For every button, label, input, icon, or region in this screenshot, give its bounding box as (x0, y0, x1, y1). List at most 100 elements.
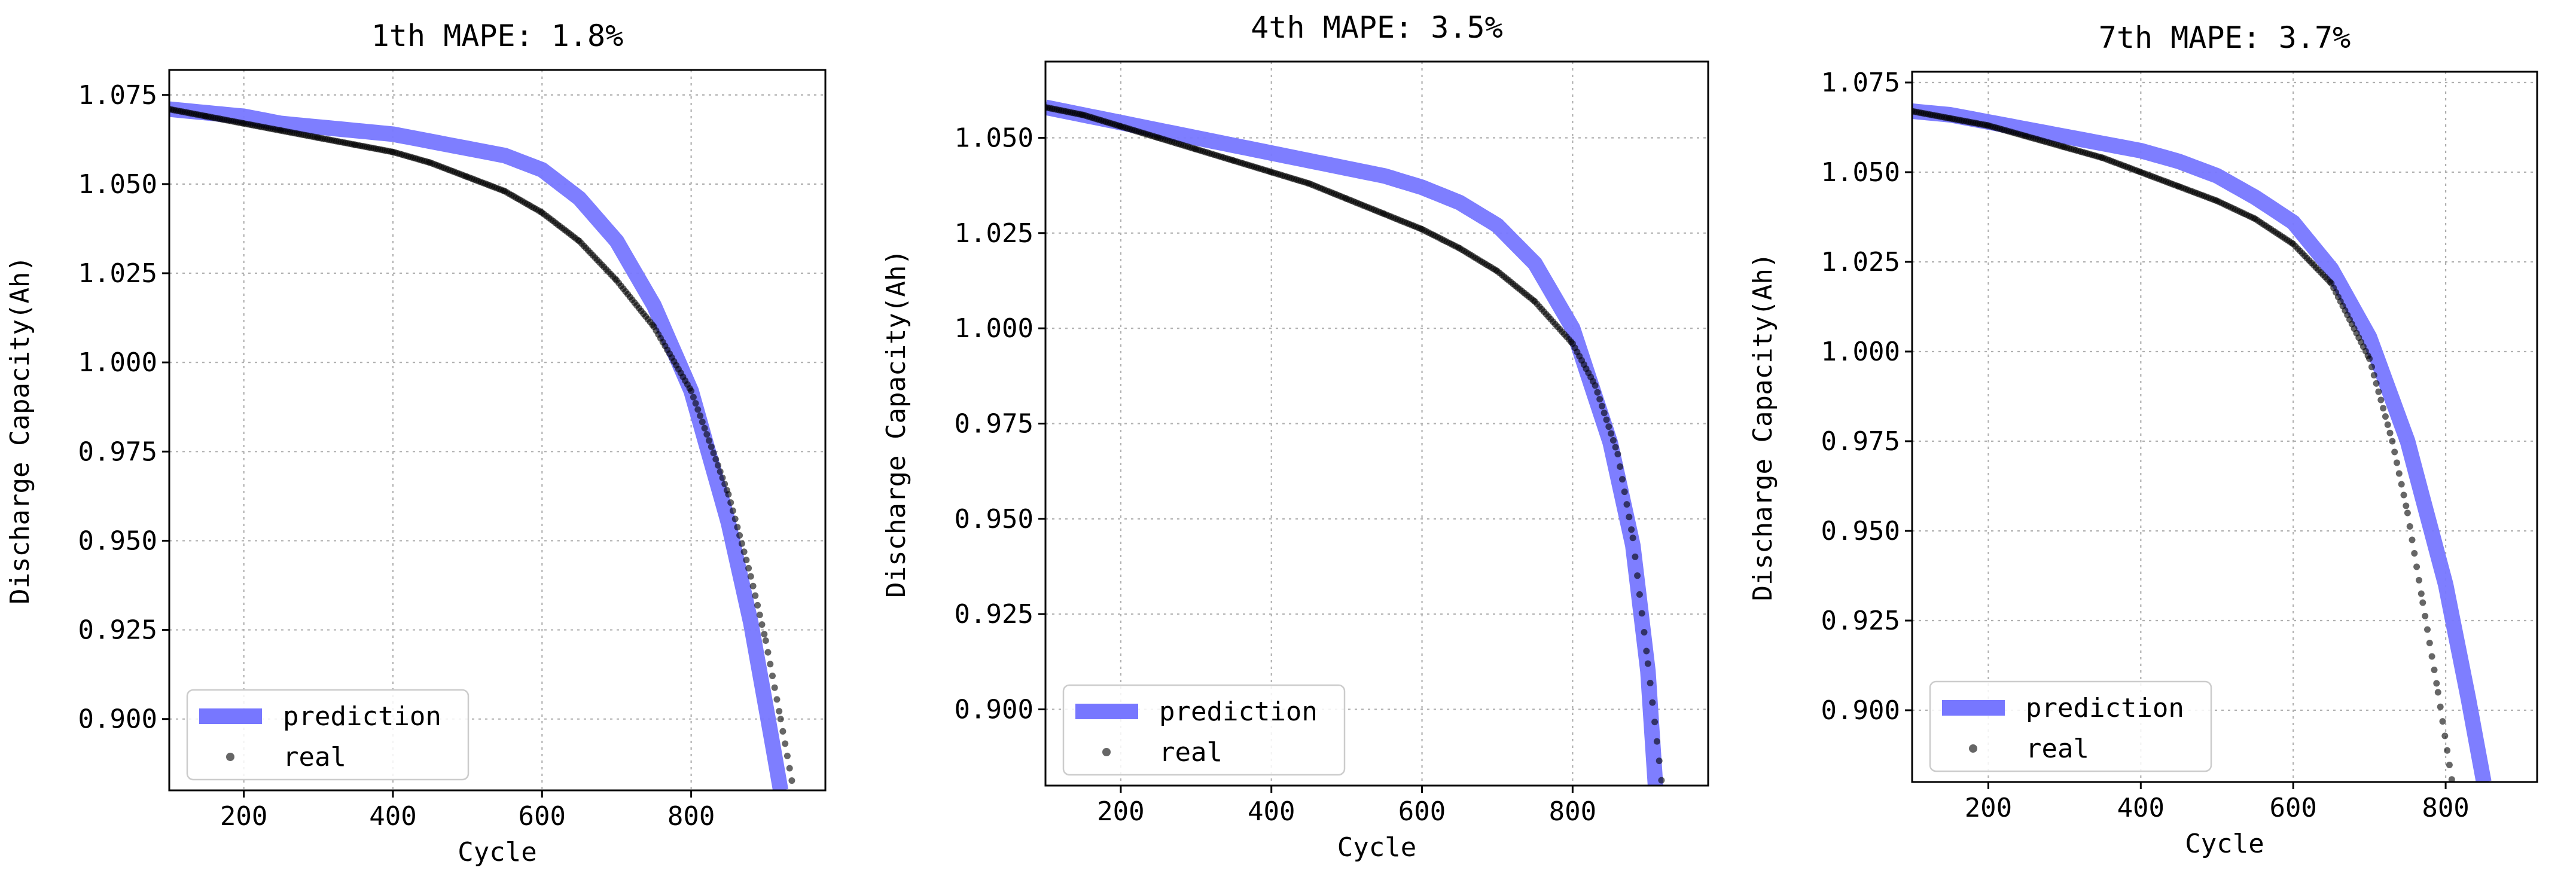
data-point (2395, 470, 2403, 477)
data-point (1638, 610, 1645, 617)
data-point (2375, 388, 2382, 395)
x-tick-label: 400 (369, 801, 416, 832)
data-point (1647, 680, 1654, 686)
data-point (743, 557, 750, 564)
y-tick-label: 1.075 (78, 80, 157, 111)
data-point (767, 661, 774, 668)
data-point (2426, 640, 2433, 646)
y-tick-label: 0.975 (78, 436, 157, 467)
x-axis-label: Cycle (2185, 829, 2264, 859)
data-point (699, 418, 706, 426)
legend-prediction-label: prediction (2026, 693, 2184, 723)
legend-real-swatch (226, 753, 234, 761)
data-point (731, 515, 739, 523)
x-tick-label: 200 (220, 801, 267, 832)
data-point (2377, 396, 2385, 404)
series-prediction-line (1045, 99, 1663, 786)
data-point (2446, 762, 2453, 768)
data-point (2394, 459, 2400, 466)
data-point (725, 491, 732, 498)
data-point (1594, 389, 1601, 396)
legend-prediction-label: prediction (1159, 697, 1318, 727)
chart-panel-3: 200 400 600 800 0.900 0.925 0.950 0.975 1.000 1.0… (1748, 20, 2538, 859)
y-tick-label: 1.050 (78, 169, 157, 200)
data-point (2404, 509, 2411, 517)
data-point (1608, 430, 1615, 437)
y-tick-label: 1.025 (955, 218, 1034, 249)
x-tick-label: 800 (1549, 796, 1596, 827)
data-point (2366, 355, 2373, 362)
data-point (2424, 626, 2431, 633)
data-point (740, 548, 748, 555)
y-tick-label: 0.900 (955, 695, 1034, 725)
data-point (1651, 719, 1659, 726)
x-tick-label: 600 (1398, 796, 1446, 827)
y-tick-label: 1.000 (78, 347, 157, 378)
y-tick-label: 1.025 (78, 258, 157, 289)
data-point (1619, 476, 1626, 483)
y-axis-label: Discharge Capacity(Ah) (5, 256, 35, 604)
data-point (1653, 738, 1660, 745)
legend: prediction real (1929, 680, 2212, 772)
data-point (734, 524, 741, 531)
data-point (719, 474, 726, 481)
data-point (2413, 563, 2420, 570)
y-tick-label: 1.050 (1821, 157, 1900, 188)
data-point (1649, 699, 1656, 706)
data-point (1592, 382, 1599, 389)
chart-title: 7th MAPE: 3.7% (2099, 20, 2351, 55)
data-point (747, 573, 754, 580)
data-point (1605, 423, 1612, 430)
data-point (712, 456, 720, 463)
plot-frame (1911, 71, 2538, 783)
data-point (692, 400, 699, 407)
data-point (708, 443, 715, 450)
data-point (2450, 786, 2456, 793)
data-point (697, 412, 704, 419)
legend: prediction real (186, 689, 470, 781)
data-point (777, 716, 784, 723)
data-point (2391, 448, 2398, 456)
plot-frame (1044, 60, 1709, 787)
data-point (2368, 363, 2375, 371)
data-point (784, 752, 791, 759)
data-point (2433, 680, 2440, 687)
data-point (721, 481, 728, 488)
y-tick-label: 0.975 (955, 409, 1034, 439)
data-point (1617, 463, 1624, 470)
data-point (1603, 416, 1610, 423)
data-point (2441, 732, 2449, 740)
data-point (792, 798, 799, 804)
x-tick-label: 200 (1965, 793, 2012, 823)
x-tick-label: 600 (519, 801, 566, 832)
legend-real-label: real (283, 742, 346, 772)
data-point (2384, 421, 2391, 428)
data-point (1641, 629, 1648, 636)
chart-title: 4th MAPE: 3.5% (1251, 10, 1502, 45)
y-axis-label: Discharge Capacity(Ah) (881, 249, 911, 598)
data-point (2386, 429, 2394, 436)
data-point (1629, 534, 1636, 542)
data-point (762, 637, 769, 644)
data-point (773, 696, 781, 703)
data-point (2400, 491, 2407, 499)
data-point (2389, 438, 2396, 445)
series-prediction-line (169, 101, 789, 790)
data-point (788, 777, 795, 784)
data-point (2416, 577, 2422, 584)
x-tick-label: 400 (1248, 796, 1295, 827)
legend-real-label: real (1159, 737, 1223, 768)
y-tick-label: 0.975 (1821, 426, 1900, 457)
data-point (1596, 396, 1603, 403)
data-point (2382, 413, 2389, 420)
data-point (756, 612, 763, 618)
series-real-points (1912, 108, 2456, 793)
x-tick-label: 600 (2269, 793, 2316, 823)
series-prediction-line (1912, 103, 2492, 782)
data-point (715, 462, 721, 469)
data-point (1612, 444, 1619, 451)
x-tick-label: 400 (2117, 793, 2165, 823)
data-point (2431, 667, 2438, 673)
y-tick-label: 1.025 (1821, 247, 1900, 277)
data-point (1660, 790, 1666, 796)
